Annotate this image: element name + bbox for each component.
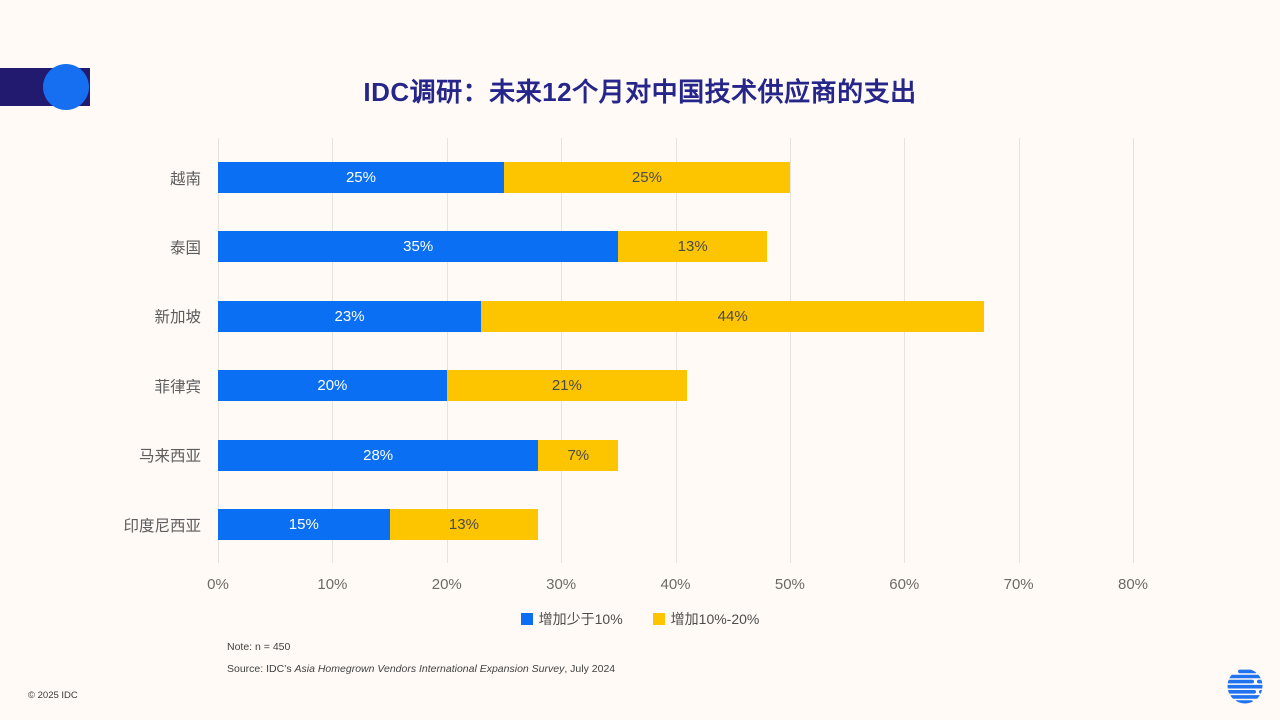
gridline bbox=[904, 138, 906, 563]
x-tick-label: 40% bbox=[660, 576, 691, 593]
bar-row: 印度尼西亚 15% 13% bbox=[123, 509, 1133, 540]
legend-label: 增加少于10% bbox=[538, 611, 623, 627]
legend-item-yellow: 增加10%-20% bbox=[652, 609, 760, 629]
legend-swatch-yellow-icon bbox=[652, 613, 665, 625]
x-tick-label: 10% bbox=[317, 576, 348, 593]
bar-segment-yellow: 25% bbox=[503, 162, 790, 193]
source-suffix: , July 2024 bbox=[564, 663, 616, 675]
gridline bbox=[675, 138, 677, 563]
bar-segment-yellow: 7% bbox=[538, 439, 619, 471]
bar-segment-blue: 15% bbox=[218, 509, 390, 540]
bar-segment-yellow: 44% bbox=[481, 300, 985, 332]
gridline bbox=[561, 138, 563, 563]
copyright-text: © 2025 IDC bbox=[28, 690, 78, 701]
category-label: 越南 bbox=[169, 170, 201, 188]
bar-segment-blue: 25% bbox=[218, 162, 504, 193]
legend-item-blue: 增加少于10% bbox=[520, 609, 623, 629]
x-tick-label: 60% bbox=[889, 576, 920, 593]
legend-label: 增加10%-20% bbox=[670, 611, 760, 627]
bar-segment-blue: 23% bbox=[218, 300, 482, 332]
bar-value-label: 44% bbox=[717, 307, 748, 325]
bar-segment-blue: 28% bbox=[218, 439, 539, 471]
bar-row: 马来西亚 28% 7% bbox=[139, 439, 1133, 471]
x-tick-label: 30% bbox=[546, 576, 577, 593]
x-tick-label: 70% bbox=[1003, 576, 1034, 593]
category-label: 马来西亚 bbox=[138, 448, 201, 466]
gridline bbox=[446, 138, 448, 563]
bar-value-label: 35% bbox=[403, 238, 434, 256]
header-accent-circle bbox=[43, 64, 89, 110]
bar-row: 新加坡 23% 44% bbox=[154, 300, 1133, 332]
bar-segment-yellow: 13% bbox=[618, 231, 767, 263]
bar-row: 菲律宾 20% 21% bbox=[154, 370, 1133, 402]
bar-segment-yellow: 21% bbox=[446, 370, 687, 402]
x-tick-label: 20% bbox=[431, 576, 462, 593]
plot-area: 越南 25% 25% 泰国 35% 13% 新加坡 23% 44% 菲律宾 20% 21% 马来西亚 28… bbox=[123, 138, 1134, 563]
bar-value-label: 13% bbox=[448, 516, 479, 533]
bar-value-label: 20% bbox=[317, 377, 348, 395]
bar-value-label: 21% bbox=[551, 377, 582, 395]
bar-value-label: 15% bbox=[288, 516, 319, 533]
bar-value-label: 25% bbox=[345, 169, 376, 186]
gridline bbox=[1018, 138, 1020, 563]
source-text: Source: IDC’s Asia Homegrown Vendors Int… bbox=[227, 663, 615, 675]
x-axis: 0% 10% 20% 30% 40% 50% 60% 70% 80% bbox=[207, 576, 1148, 596]
bar-segment-blue: 20% bbox=[218, 370, 447, 402]
category-label: 印度尼西亚 bbox=[123, 517, 201, 535]
bar-row: 泰国 35% 13% bbox=[170, 231, 1133, 263]
bar-value-label: 7% bbox=[567, 446, 590, 464]
gridline bbox=[218, 138, 219, 563]
x-tick-label: 0% bbox=[207, 576, 229, 593]
bar-value-label: 13% bbox=[677, 238, 708, 256]
idc-globe-logo bbox=[1227, 669, 1263, 704]
chart-title: IDC调研：未来12个月对中国技术供应商的支出 bbox=[363, 77, 917, 107]
category-label: 菲律宾 bbox=[154, 378, 201, 396]
gridline bbox=[1133, 138, 1134, 563]
bar-value-label: 25% bbox=[631, 169, 662, 186]
x-tick-label: 50% bbox=[774, 576, 805, 593]
note-text: Note: n = 450 bbox=[227, 641, 291, 653]
bar-segment-blue: 35% bbox=[218, 231, 619, 263]
bar-row: 越南 25% 25% bbox=[170, 162, 1133, 193]
x-tick-label: 80% bbox=[1117, 576, 1149, 593]
category-label: 泰国 bbox=[169, 239, 201, 257]
legend-swatch-blue-icon bbox=[520, 613, 533, 625]
gridline bbox=[332, 138, 334, 563]
source-prefix: Source: IDC’s bbox=[227, 663, 295, 675]
bar-value-label: 23% bbox=[334, 307, 365, 325]
source-survey-name: Asia Homegrown Vendors International Exp… bbox=[294, 663, 565, 675]
bar-value-label: 28% bbox=[363, 446, 394, 464]
bar-segment-yellow: 13% bbox=[389, 509, 539, 540]
legend: 增加少于10% 增加10%-20% bbox=[0, 610, 1280, 628]
category-label: 新加坡 bbox=[154, 309, 201, 327]
gridline bbox=[789, 138, 791, 563]
